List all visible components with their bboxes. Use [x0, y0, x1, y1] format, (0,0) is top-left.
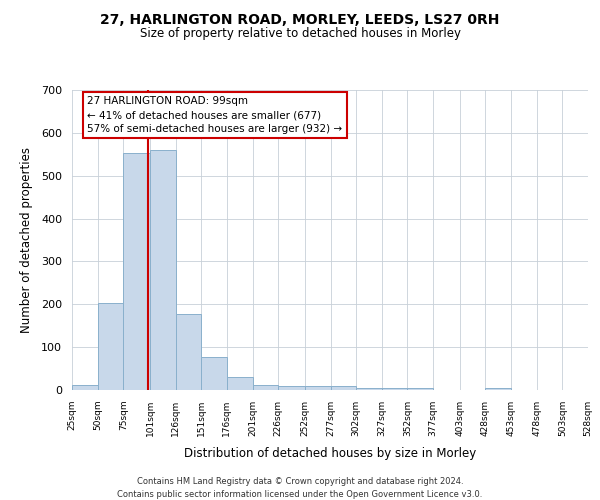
Bar: [407, 388, 433, 390]
Text: 27, HARLINGTON ROAD, MORLEY, LEEDS, LS27 0RH: 27, HARLINGTON ROAD, MORLEY, LEEDS, LS27…: [100, 12, 500, 26]
Bar: [72, 385, 98, 390]
Text: Size of property relative to detached houses in Morley: Size of property relative to detached ho…: [139, 28, 461, 40]
Bar: [305, 386, 331, 390]
Bar: [356, 388, 382, 390]
Bar: [382, 388, 407, 390]
Text: 27 HARLINGTON ROAD: 99sqm
← 41% of detached houses are smaller (677)
57% of semi: 27 HARLINGTON ROAD: 99sqm ← 41% of detac…: [88, 96, 343, 134]
Text: Contains public sector information licensed under the Open Government Licence v3: Contains public sector information licen…: [118, 490, 482, 499]
X-axis label: Distribution of detached houses by size in Morley: Distribution of detached houses by size …: [184, 447, 476, 460]
Bar: [98, 302, 123, 390]
Bar: [123, 152, 150, 390]
Text: Contains HM Land Registry data © Crown copyright and database right 2024.: Contains HM Land Registry data © Crown c…: [137, 478, 463, 486]
Y-axis label: Number of detached properties: Number of detached properties: [20, 147, 33, 333]
Bar: [331, 386, 356, 390]
Bar: [485, 388, 511, 390]
Bar: [201, 356, 227, 390]
Bar: [253, 385, 278, 390]
Bar: [278, 386, 305, 390]
Bar: [176, 314, 201, 390]
Bar: [150, 150, 176, 390]
Bar: [227, 377, 253, 390]
